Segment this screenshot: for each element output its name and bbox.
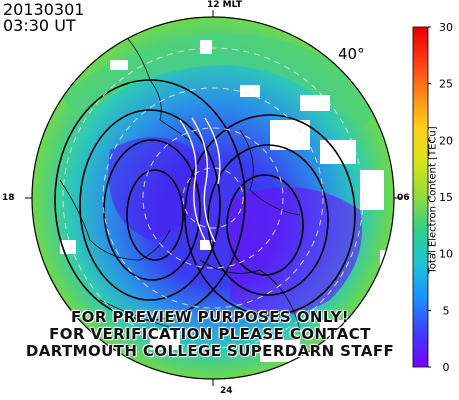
colorbar-tick-label-2: 10 xyxy=(439,248,453,261)
colorbar-tick-label-5: 25 xyxy=(439,78,453,91)
tec-field xyxy=(32,17,394,379)
preview-warning-line-2: FOR VERIFICATION PLEASE CONTACT xyxy=(49,325,371,343)
colorbar-tick-label-3: 15 xyxy=(439,191,453,204)
colorbar-tick-label-4: 20 xyxy=(439,134,453,147)
mlt-label-12: 12 MLT xyxy=(207,0,242,10)
colorbar-label: Total Electron Content [TECu] xyxy=(427,126,439,274)
preview-warning-line-1: FOR PREVIEW PURPOSES ONLY! xyxy=(71,308,349,326)
colorbar-tick-label-1: 5 xyxy=(443,304,450,317)
mlt-ticks xyxy=(25,10,401,386)
time-label: 03:30 UT xyxy=(3,16,76,35)
latitude-grid xyxy=(62,47,364,349)
convection-contours-white xyxy=(179,117,221,243)
date-label: 20130301 xyxy=(3,0,85,19)
mlt-label-18: 18 xyxy=(2,193,15,203)
mlt-label-06: 06 xyxy=(397,193,410,203)
coastlines xyxy=(59,29,301,331)
convection-contours xyxy=(54,79,356,321)
colorbar-ticks: 0 5 10 15 20 25 30 xyxy=(428,21,453,374)
colorbar-tick-label-0: 0 xyxy=(443,361,450,374)
latitude-label: 40° xyxy=(338,45,365,63)
mlt-label-24: 24 xyxy=(220,386,233,396)
colorbar-tick-label-6: 30 xyxy=(439,21,453,34)
preview-warning-line-3: DARTMOUTH COLLEGE SUPERDARN STAFF xyxy=(25,342,395,360)
